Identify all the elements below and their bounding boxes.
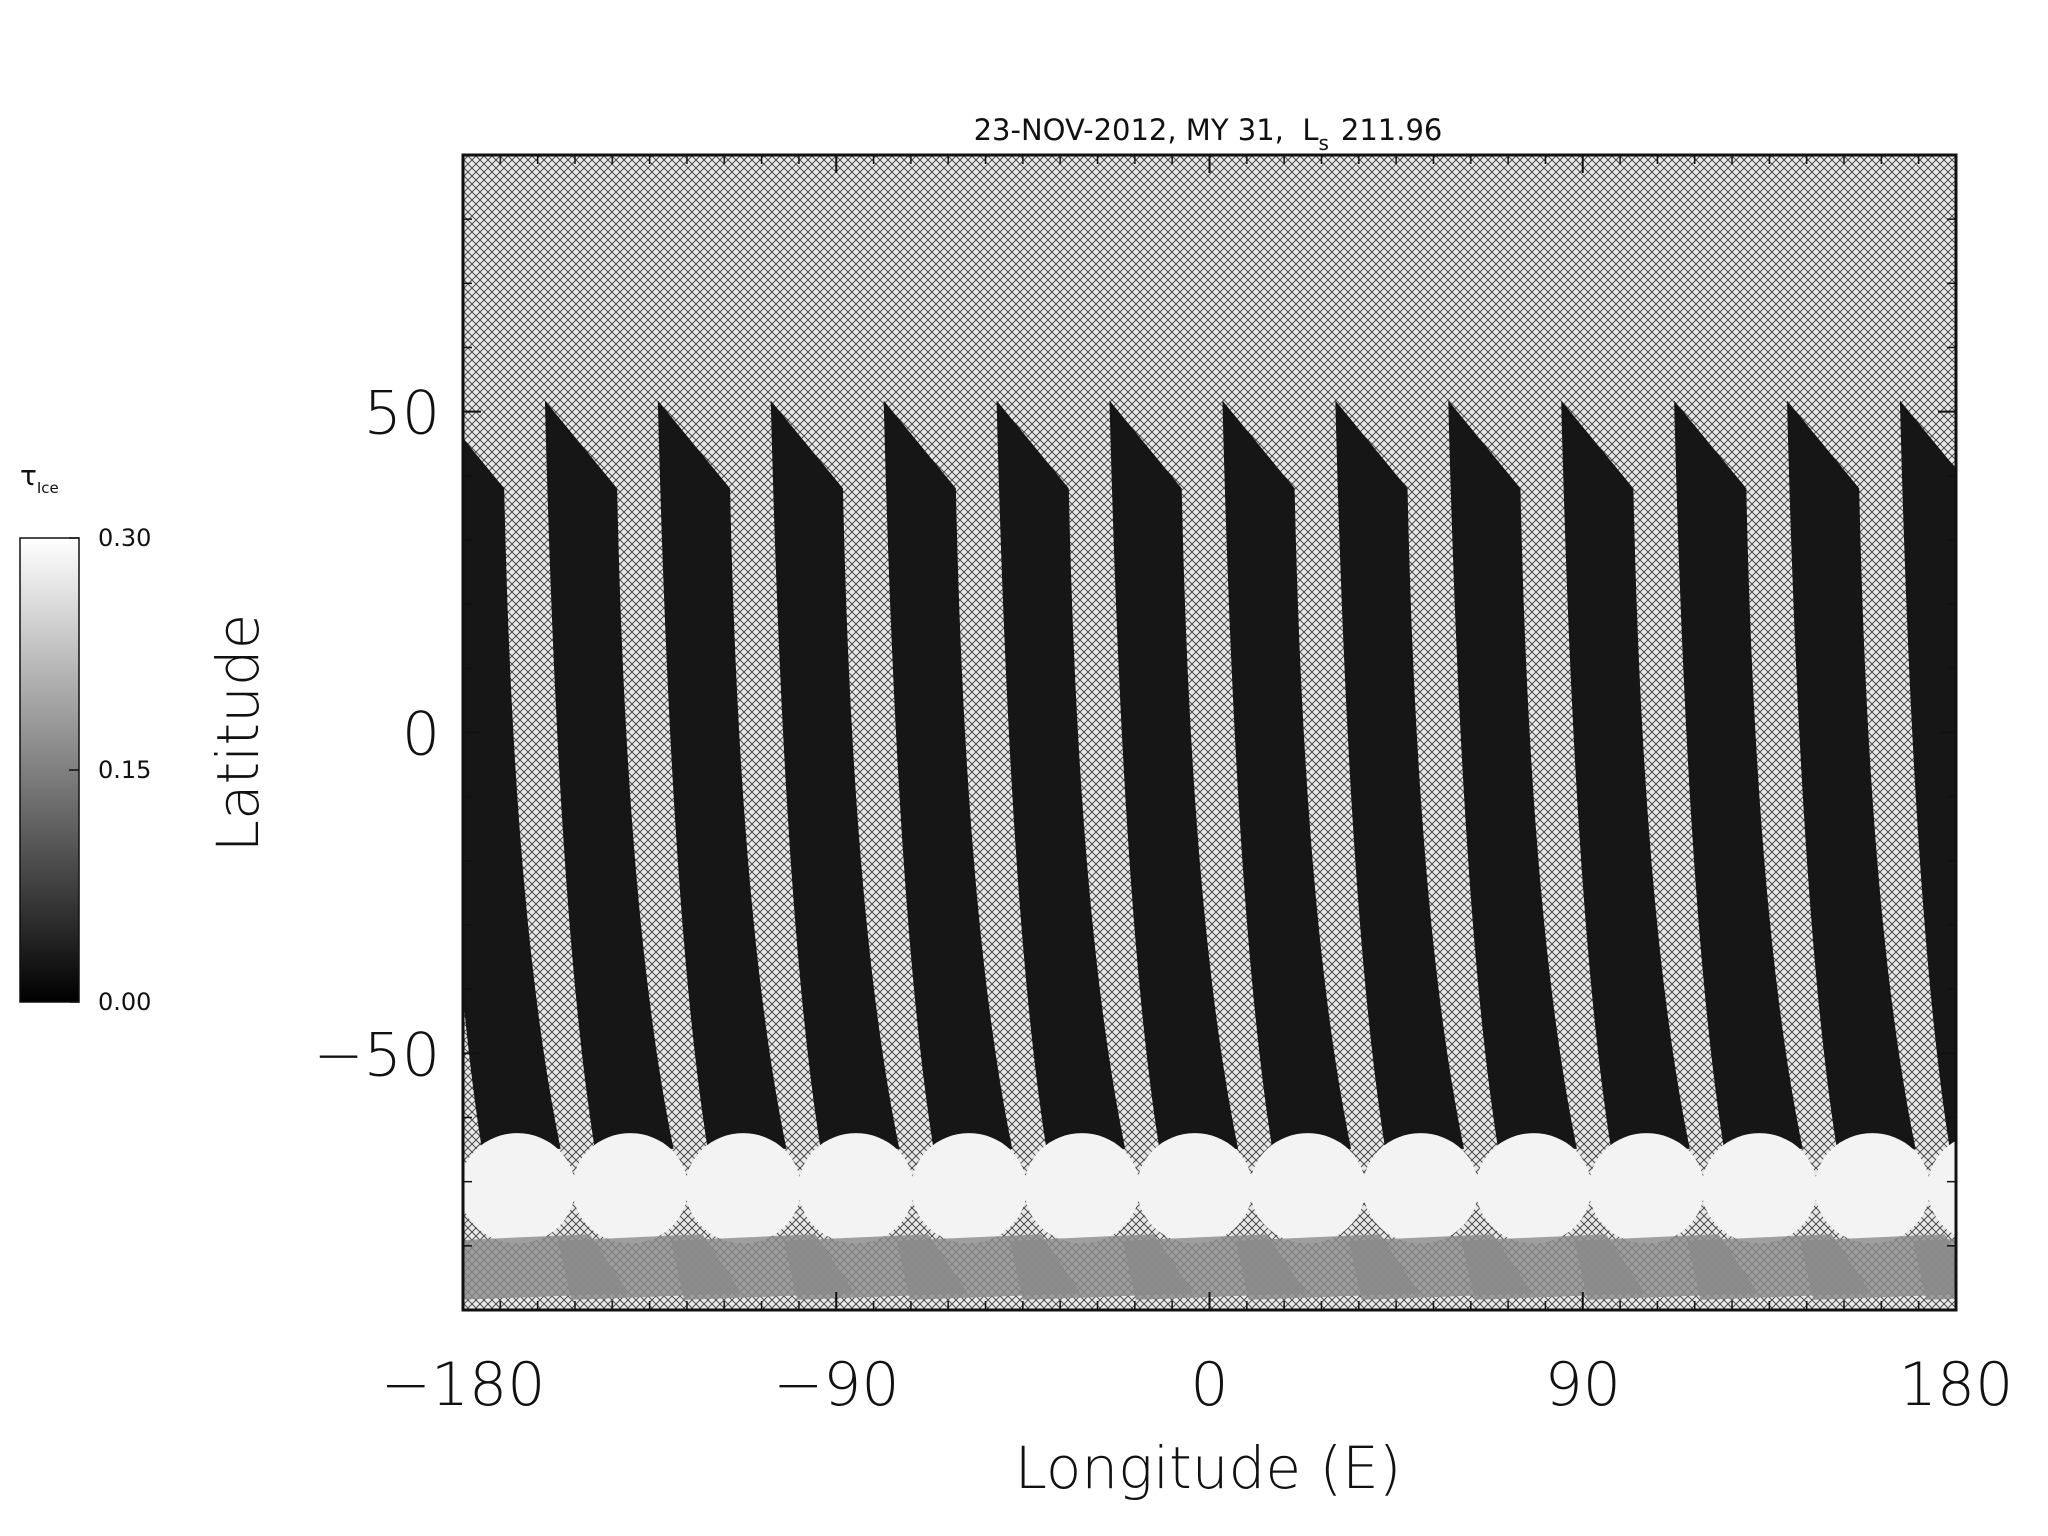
swath (1448, 400, 1577, 1149)
swath (770, 400, 900, 1149)
colorbar-tick-label: 0.30 (98, 524, 151, 552)
swath (1561, 400, 1690, 1149)
chart-title: 23-NOV-2012, MY 31, Ls 211.96 (974, 113, 1443, 155)
y-tick-label: −50 (313, 1020, 440, 1090)
colorbar-tick-label: 0.00 (98, 988, 151, 1016)
polar-ice (463, 1133, 576, 1244)
polar-ice (685, 1133, 801, 1244)
polar-ice (1701, 1133, 1818, 1244)
x-axis-label: Longitude (E) (1015, 1434, 1402, 1502)
swath (1109, 400, 1239, 1149)
swath (1222, 400, 1352, 1149)
x-tick-label: −180 (381, 1350, 546, 1420)
x-tick-label: 90 (1545, 1350, 1621, 1420)
swath (657, 400, 787, 1149)
title-subscript: s (1318, 131, 1328, 155)
y-tick-label: 0 (402, 700, 440, 770)
swaths (463, 400, 2048, 1300)
swath (996, 400, 1126, 1149)
swath (463, 438, 561, 1149)
x-tick-label: 0 (1190, 1350, 1228, 1420)
colorbar-label-main: τ (20, 459, 37, 492)
colorbar-label: τIce (20, 459, 59, 497)
swath (1335, 400, 1464, 1149)
colorbar-tick-label: 0.15 (98, 756, 151, 784)
swath (1899, 400, 1956, 1149)
plot-area (461, 153, 2048, 1312)
polar-ice (1814, 1133, 1931, 1244)
colorbar-label-subscript: Ice (37, 479, 59, 497)
polar-ice (572, 1133, 689, 1244)
polar-ice (1475, 1133, 1592, 1244)
polar-ice (1249, 1133, 1366, 1244)
polar-ice (1024, 1133, 1140, 1244)
swath (1786, 400, 1916, 1149)
polar-ice (1927, 1140, 1956, 1236)
y-tick-label: 50 (364, 379, 440, 449)
polar-ice (1137, 1133, 1253, 1244)
polar-streak (2026, 1234, 2048, 1300)
polar-ice (911, 1133, 1027, 1244)
polar-ice (1362, 1133, 1479, 1244)
polar-ice (798, 1133, 914, 1244)
title-value: 211.96 (1341, 113, 1442, 147)
x-tick-label: −90 (773, 1350, 900, 1420)
polar-ice (1588, 1133, 1705, 1244)
swath (883, 400, 1013, 1149)
swath (1674, 400, 1803, 1149)
polar-streak (1913, 1238, 1956, 1300)
y-axis-label: Latitude (204, 614, 272, 853)
swath (2013, 400, 2048, 1148)
title-text: 23-NOV-2012, MY 31, L (974, 113, 1319, 147)
x-tick-label: 180 (1899, 1350, 2014, 1420)
polar-ice (2040, 1133, 2048, 1243)
swath (544, 400, 674, 1149)
